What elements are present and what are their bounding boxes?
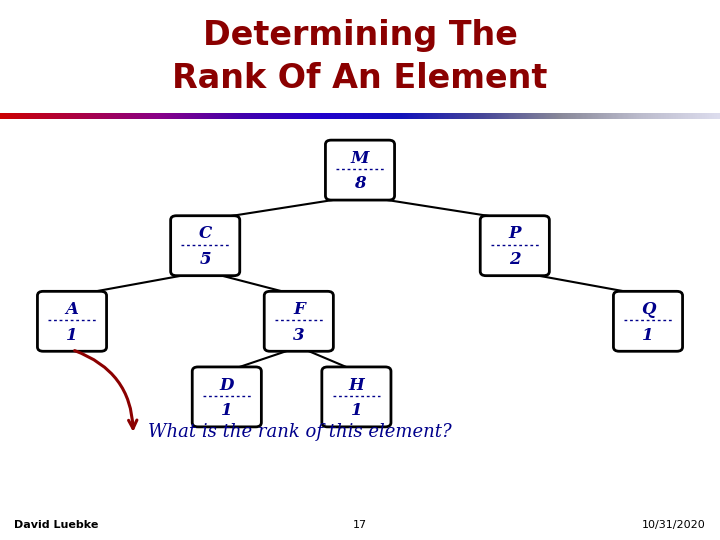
Text: 5: 5 xyxy=(199,251,211,268)
Text: Q: Q xyxy=(641,301,655,318)
FancyBboxPatch shape xyxy=(264,292,333,351)
Text: Determining The: Determining The xyxy=(202,18,518,52)
Text: David Luebke: David Luebke xyxy=(14,520,99,530)
Text: C: C xyxy=(199,225,212,242)
Text: 17: 17 xyxy=(353,520,367,530)
Text: 1: 1 xyxy=(351,402,362,419)
Text: 2: 2 xyxy=(509,251,521,268)
Text: 1: 1 xyxy=(66,327,78,343)
Text: 3: 3 xyxy=(293,327,305,343)
Text: D: D xyxy=(220,376,234,394)
FancyBboxPatch shape xyxy=(480,215,549,275)
Text: 10/31/2020: 10/31/2020 xyxy=(642,520,706,530)
FancyBboxPatch shape xyxy=(325,140,395,200)
Text: P: P xyxy=(508,225,521,242)
Text: F: F xyxy=(293,301,305,318)
FancyBboxPatch shape xyxy=(192,367,261,427)
Text: 8: 8 xyxy=(354,176,366,192)
Text: M: M xyxy=(351,150,369,167)
Text: Rank Of An Element: Rank Of An Element xyxy=(172,62,548,95)
FancyBboxPatch shape xyxy=(613,292,683,351)
Text: A: A xyxy=(66,301,78,318)
FancyBboxPatch shape xyxy=(322,367,391,427)
FancyBboxPatch shape xyxy=(37,292,107,351)
Text: H: H xyxy=(348,376,364,394)
Text: What is the rank of this element?: What is the rank of this element? xyxy=(148,423,451,441)
Text: 1: 1 xyxy=(221,402,233,419)
FancyBboxPatch shape xyxy=(171,215,240,275)
Text: 1: 1 xyxy=(642,327,654,343)
